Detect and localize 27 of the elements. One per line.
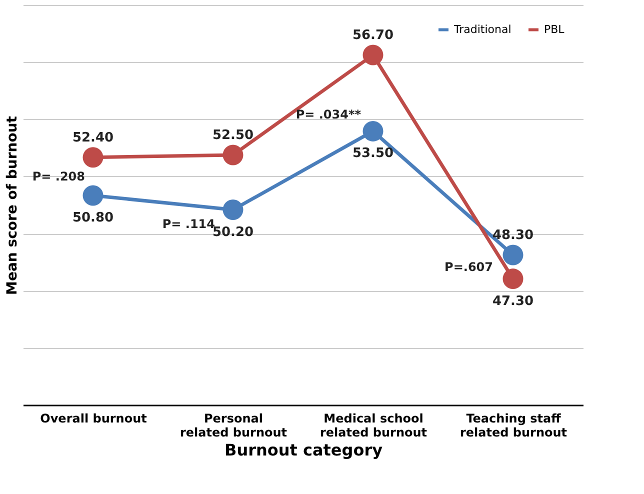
x-tick-label: Personal related burnout <box>180 412 288 440</box>
point <box>362 44 384 66</box>
data-label: 50.80 <box>72 210 114 226</box>
annotation: P= .208 <box>32 169 85 184</box>
legend-label: Traditional <box>453 22 512 36</box>
point <box>222 144 244 166</box>
annotation: P= .034** <box>296 108 362 122</box>
data-label: 53.50 <box>352 146 394 162</box>
x-tick-label: Overall burnout <box>40 412 148 426</box>
point <box>502 244 524 266</box>
y-axis-title: Mean score of burnout <box>4 116 20 295</box>
x-tick-label: Teaching staff related burnout <box>460 412 568 440</box>
point <box>502 268 524 290</box>
annotation: P=.607 <box>444 260 493 274</box>
data-label: 52.50 <box>212 128 254 143</box>
x-tick-label: Medical school related burnout <box>320 412 428 440</box>
data-label: 56.70 <box>352 28 394 43</box>
data-label: 52.40 <box>72 130 114 146</box>
data-label: 48.30 <box>492 228 534 243</box>
point <box>82 185 104 206</box>
data-label: 47.30 <box>492 294 534 309</box>
point <box>82 147 104 168</box>
x-axis-title: Burnout category <box>224 440 384 460</box>
legend-label: PBL <box>544 22 566 36</box>
point <box>362 120 384 142</box>
point <box>222 200 244 220</box>
annotation: P= .114 <box>162 217 215 232</box>
